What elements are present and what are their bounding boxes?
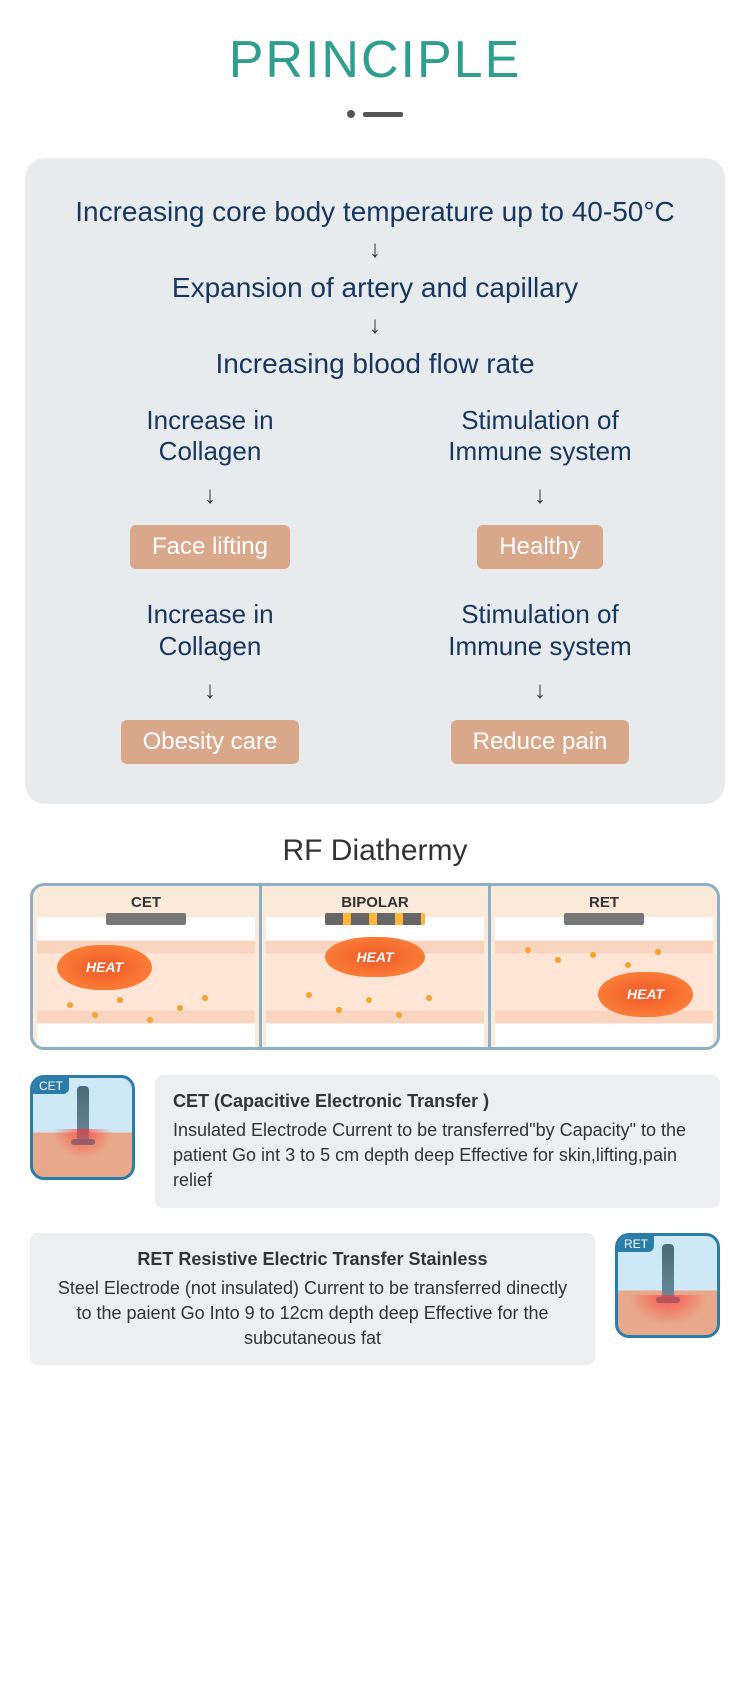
particles [495,917,713,1047]
badge-face-lifting: Face lifting [130,525,290,569]
flow-step-1: Increasing core body temperature up to 4… [45,196,705,228]
arrow-down-icon: ↓ [52,677,369,705]
column-label: CET [37,894,255,911]
diathermy-title: RF Diathermy [0,834,750,868]
explanation-title: CET (Capacitive Electronic Transfer ) [173,1089,702,1114]
branch-label: Stimulation of Immune system [382,405,699,467]
explanation-ret: RET RET Resistive Electric Transfer Stai… [30,1233,720,1366]
explanation-body: Insulated Electrode Current to be transf… [173,1118,702,1194]
explanation-cet: CET CET (Capacitive Electronic Transfer … [30,1075,720,1208]
heat-glow-icon [628,1295,708,1325]
diathermy-bipolar: BIPOLAR HEAT [262,886,491,1047]
badge-obesity-care: Obesity care [121,720,300,764]
tissue-diagram: HEAT [37,917,255,1047]
ret-thumbnail: RET [615,1233,720,1338]
diathermy-ret: RET HEAT [491,886,717,1047]
branch: Increase in Collagen ↓ Obesity care [52,599,369,763]
arrow-down-icon: ↓ [382,677,699,705]
branch-row-2: Increase in Collagen ↓ Obesity care Stim… [45,599,705,763]
particles [37,917,255,1047]
tissue-diagram: HEAT [266,917,484,1047]
explanation-text: CET (Capacitive Electronic Transfer ) In… [155,1075,720,1208]
tissue-diagram: HEAT [495,917,713,1047]
diathermy-diagram: CET HEAT BIPOLAR HEAT [30,883,720,1050]
diathermy-cet: CET HEAT [33,886,262,1047]
divider [0,110,750,118]
cet-thumbnail: CET [30,1075,135,1180]
branch: Stimulation of Immune system ↓ Reduce pa… [382,599,699,763]
column-label: RET [495,894,713,911]
column-label: BIPOLAR [266,894,484,911]
flow-step-2: Expansion of artery and capillary [45,272,705,304]
principle-flow: Increasing core body temperature up to 4… [25,158,725,804]
flow-step-3: Increasing blood flow rate [45,348,705,380]
explanation-body: Steel Electrode (not insulated) Current … [48,1276,577,1352]
arrow-down-icon: ↓ [45,236,705,264]
thumb-label: CET [33,1078,69,1094]
page-title: PRINCIPLE [0,30,750,90]
explanation-text: RET Resistive Electric Transfer Stainles… [30,1233,595,1366]
branch-label: Stimulation of Immune system [382,599,699,661]
explanation-title: RET Resistive Electric Transfer Stainles… [48,1247,577,1272]
probe-icon [662,1244,674,1299]
badge-reduce-pain: Reduce pain [451,720,630,764]
branch-row-1: Increase in Collagen ↓ Face lifting Stim… [45,405,705,569]
arrow-down-icon: ↓ [382,482,699,510]
arrow-down-icon: ↓ [52,482,369,510]
dot-icon [347,110,355,118]
header: PRINCIPLE [0,0,750,138]
heat-glow-icon [53,1129,113,1159]
branch-label: Increase in Collagen [52,405,369,467]
branch: Increase in Collagen ↓ Face lifting [52,405,369,569]
badge-healthy: Healthy [477,525,602,569]
branch-label: Increase in Collagen [52,599,369,661]
dash-icon [363,112,403,117]
thumb-label: RET [618,1236,654,1252]
arrow-down-icon: ↓ [45,312,705,340]
particles [266,917,484,1047]
branch: Stimulation of Immune system ↓ Healthy [382,405,699,569]
